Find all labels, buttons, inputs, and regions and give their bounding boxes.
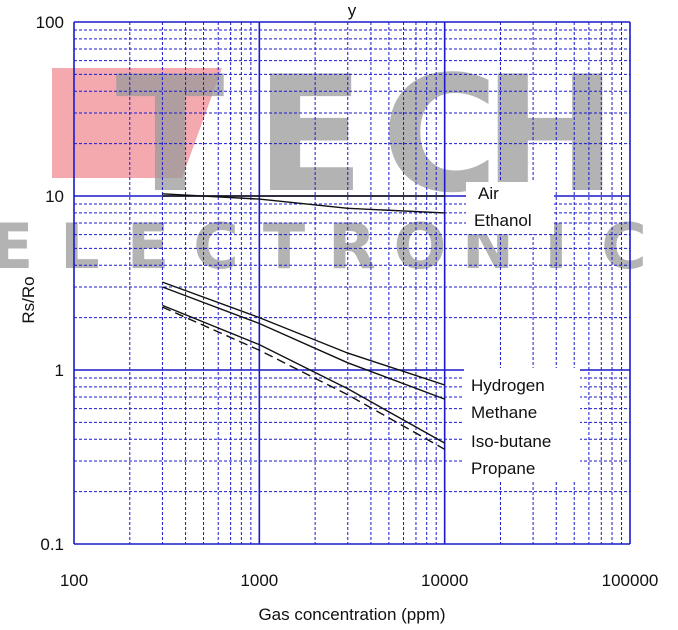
watermark-letter: T: [115, 41, 224, 228]
chart-title-fragment: y: [348, 1, 357, 20]
series-label-air: Air: [478, 184, 499, 203]
series-label-propane: Propane: [471, 459, 535, 478]
watermark-letter: R: [328, 210, 376, 283]
watermark-letter: L: [60, 210, 100, 283]
x-axis-label: Gas concentration (ppm): [258, 605, 445, 624]
series-label-iso-butane: Iso-butane: [471, 432, 551, 451]
watermark-letter: E: [0, 210, 33, 283]
label-background: [466, 182, 554, 234]
watermark-letter: O: [394, 210, 447, 283]
watermark-red-shape: [52, 68, 222, 178]
y-tick-label: 0.1: [40, 535, 64, 554]
series-line-iso-butane: [162, 304, 446, 444]
series-label-methane: Methane: [471, 403, 537, 422]
watermark-letter: C: [601, 210, 647, 283]
series-labels: Air Ethanol Hydrogen Methane Iso-butane Propa…: [464, 182, 580, 480]
watermark-letter: E: [255, 41, 364, 228]
x-tick-label: 1000: [240, 571, 278, 590]
y-tick-label: 10: [45, 187, 64, 206]
series-label-ethanol: Ethanol: [474, 211, 532, 230]
y-axis-label: Rs/Ro: [19, 276, 38, 323]
series-line-ethanol: [162, 193, 445, 214]
series-lines: [162, 193, 446, 450]
series-line-methane: [162, 286, 445, 400]
y-tick-label: 1: [55, 361, 64, 380]
series-label-hydrogen: Hydrogen: [471, 376, 545, 395]
watermark-letter: T: [263, 210, 305, 283]
y-tick-label: 100: [36, 13, 64, 32]
tick-labels: 100 1000 10000 100000 0.1 1 10 100: [36, 13, 659, 590]
label-background: [464, 368, 580, 480]
x-tick-label: 10000: [421, 571, 468, 590]
x-tick-label: 100000: [602, 571, 659, 590]
watermark: T E CHE L E C T R O N I C: [0, 41, 647, 283]
grid: [73, 21, 631, 545]
x-tick-label: 100: [60, 571, 88, 590]
series-line-hydrogen: [162, 281, 445, 386]
watermark-letter: C: [193, 210, 239, 283]
series-line-propane: [162, 306, 446, 450]
